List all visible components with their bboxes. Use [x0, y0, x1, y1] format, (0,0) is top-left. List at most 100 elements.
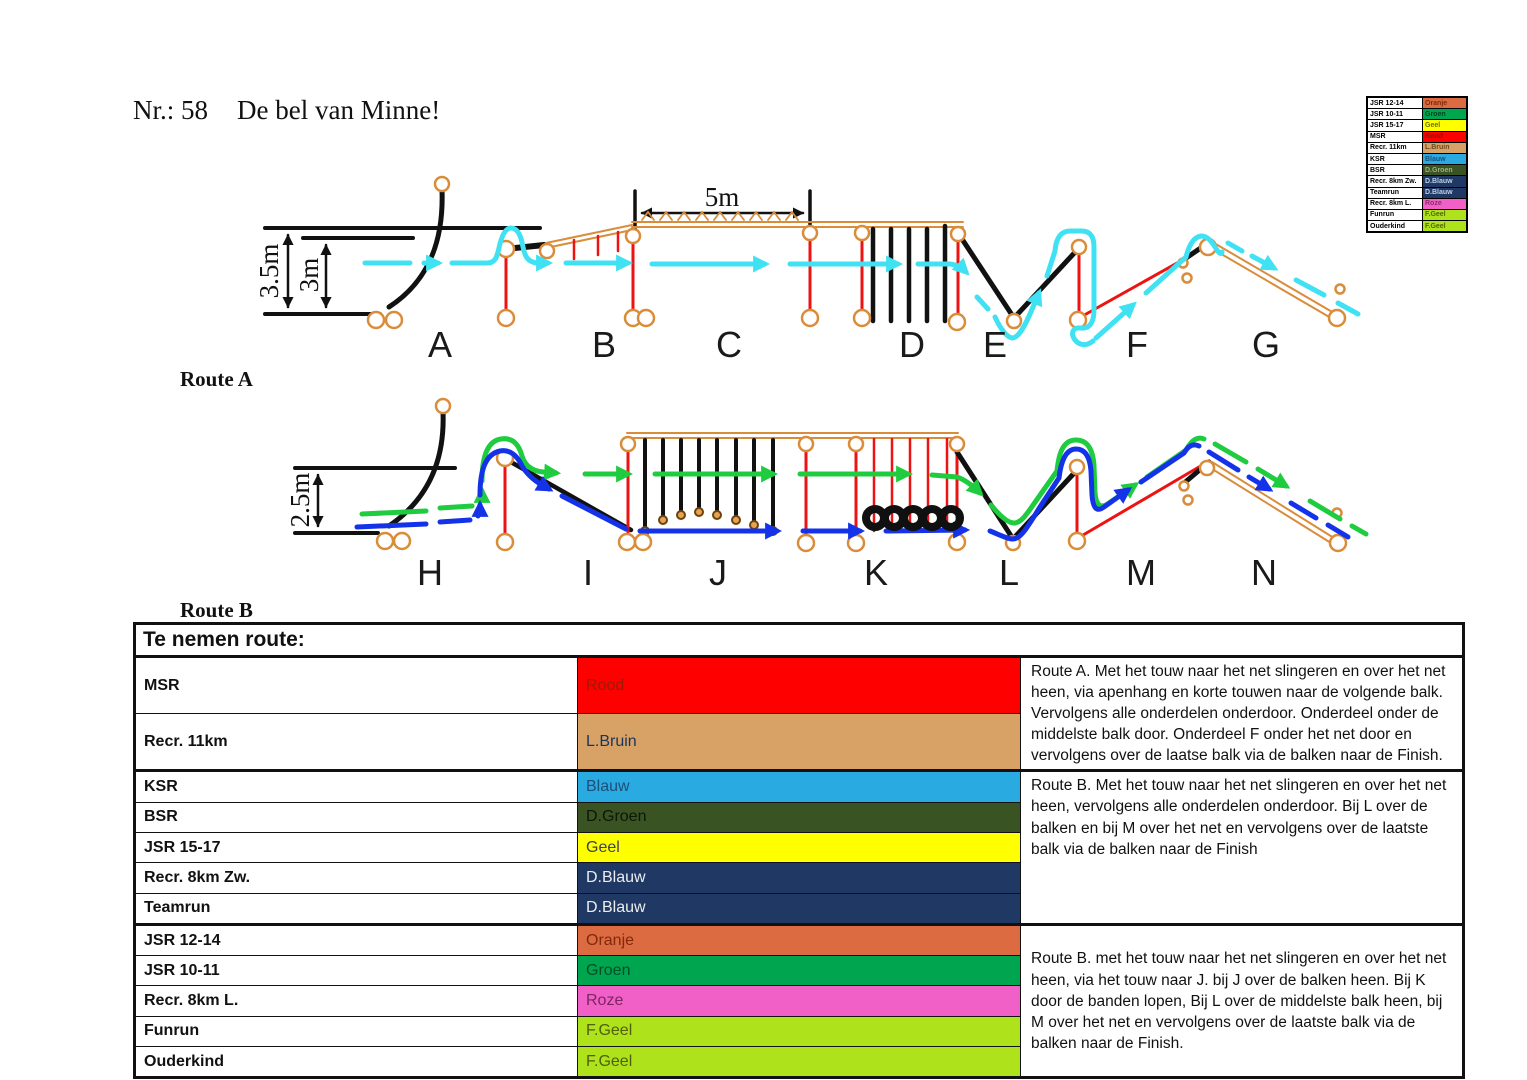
category-cell: Funrun [134, 1015, 578, 1048]
color-cell: D.Blauw [577, 892, 1021, 925]
color-cell: Blauw [577, 769, 1021, 803]
legend-category: Recr. 8km Zw. [1366, 175, 1423, 188]
obstacle-j-hanging-ropes [626, 432, 959, 536]
obstacle-letter-m: M [1126, 552, 1156, 593]
legend-category: JSR 15-17 [1366, 119, 1423, 132]
obstacle-c-net-beam [631, 210, 964, 316]
route-a-cyan-path [362, 225, 1361, 348]
legend-category: JSR 12-14 [1366, 96, 1423, 110]
obstacle-letter-k: K [864, 552, 888, 593]
legend-row: Recr. 8km L. Roze [1366, 197, 1468, 210]
legend-row: Teamrun D.Blauw [1366, 186, 1468, 199]
legend-row: Recr. 8km Zw. D.Blauw [1366, 175, 1468, 188]
route-row: Funrun F.Geel [134, 1015, 1464, 1048]
anchor-circles-top [366, 175, 1347, 332]
obstacle-letter-n: N [1251, 552, 1277, 593]
obstacle-letter-b: B [592, 324, 616, 365]
dimension-5m: 5m [705, 182, 740, 212]
legend-row: JSR 12-14 Oranje [1366, 96, 1468, 110]
route-a-label: Route A [180, 367, 253, 391]
legend-color: Rood [1422, 130, 1468, 143]
color-cell: F.Geel [577, 1046, 1021, 1079]
legend-color: Groen [1422, 108, 1468, 121]
legend-color: D.Groen [1422, 164, 1468, 177]
course-bottom: 2.5m [285, 397, 1369, 593]
route-b-green-path [359, 435, 1369, 537]
legend-category: MSR [1366, 130, 1423, 143]
legend-category: Recr. 11km [1366, 141, 1423, 154]
height-dimension-arrows-top [282, 233, 332, 309]
legend-row: Funrun F.Geel [1366, 208, 1468, 222]
legend-color: F.Geel [1422, 220, 1468, 233]
legend-category: KSR [1366, 152, 1423, 166]
obstacle-letter-d: D [899, 324, 925, 365]
route-row: BSR D.Groen [134, 801, 1464, 833]
color-cell: L.Bruin [577, 713, 1021, 772]
legend-category: Ouderkind [1366, 220, 1423, 233]
route-description: Route B. Met het touw naar het net sling… [1020, 769, 1464, 925]
legend-color: Geel [1422, 119, 1468, 132]
legend-color: L.Bruin [1422, 141, 1468, 154]
obstacle-letter-j: J [709, 552, 727, 593]
category-cell: BSR [134, 801, 578, 833]
legend-category: BSR [1366, 164, 1423, 177]
route-row: Recr. 8km Zw. D.Blauw [134, 862, 1464, 894]
category-cell: JSR 15-17 [134, 831, 578, 864]
legend-row: JSR 15-17 Geel [1366, 119, 1468, 132]
page-number-label: Nr.: 58 [133, 95, 209, 125]
category-cell: Recr. 8km L. [134, 985, 578, 1017]
legend-category: Recr. 8km L. [1366, 197, 1423, 210]
color-cell: Groen [577, 955, 1021, 987]
obstacle-n-beam [1208, 461, 1335, 544]
obstacle-letters-top: A B C D E F G [428, 324, 1280, 365]
route-row: MSR Rood Route A. Met het touw naar het … [134, 654, 1464, 772]
obstacle-letter-a: A [428, 324, 452, 365]
legend-row: Ouderkind F.Geel [1366, 220, 1468, 233]
height-reference-lines-top [263, 226, 542, 316]
height-reference-lines-bottom [293, 466, 457, 535]
obstacle-letter-f: F [1126, 324, 1148, 365]
obstacle-letter-g: G [1252, 324, 1280, 365]
category-cell: MSR [134, 654, 578, 715]
route-description: Route B. met het touw naar het net sling… [1020, 922, 1464, 1079]
dimension-3-5m: 3.5m [254, 244, 284, 299]
obstacle-d-vertical-bars [870, 223, 948, 324]
legend-color: D.Blauw [1422, 186, 1468, 199]
page-title: De bel van Minne! [237, 95, 441, 125]
obstacle-b-short-ropes [503, 224, 633, 313]
dimension-2-5m: 2.5m [285, 473, 315, 528]
obstacle-g-beam [1210, 242, 1335, 319]
category-cell: Recr. 11km [134, 713, 578, 772]
obstacle-letter-i: I [583, 552, 593, 593]
obstacle-letter-c: C [716, 324, 742, 365]
legend-category: JSR 10-11 [1366, 108, 1423, 121]
route-row: KSR Blauw Route B. Met het touw naar het… [134, 769, 1464, 925]
obstacle-letter-e: E [983, 324, 1007, 365]
obstacle-letter-h: H [417, 552, 443, 593]
color-cell: Geel [577, 831, 1021, 864]
legend-category: Teamrun [1366, 186, 1423, 199]
legend-color: Oranje [1422, 96, 1468, 110]
obstacle-k-tires [862, 505, 964, 531]
obstacle-letter-l: L [999, 552, 1019, 593]
category-cell: JSR 12-14 [134, 922, 578, 957]
course-top: 3.5m 3m 5m [254, 175, 1361, 365]
category-cell: Ouderkind [134, 1046, 578, 1079]
color-cell: F.Geel [577, 1015, 1021, 1048]
legend-row: Recr. 11km L.Bruin [1366, 141, 1468, 154]
category-cell: KSR [134, 769, 578, 803]
route-table: Te nemen route: MSR Rood Route A. Met he… [133, 622, 1465, 1080]
category-cell: Recr. 8km Zw. [134, 862, 578, 894]
legend-row: MSR Rood [1366, 130, 1468, 143]
obstacle-e-v-net [959, 236, 1081, 323]
legend-table: JSR 12-14 Oranje JSR 10-11 Groen JSR 15-17… [1366, 96, 1468, 234]
color-cell: Oranje [577, 922, 1021, 957]
dimension-3m: 3m [294, 258, 324, 293]
route-description: Route A. Met het touw naar het net sling… [1020, 654, 1464, 772]
legend-category: Funrun [1366, 208, 1423, 222]
color-cell: Rood [577, 654, 1021, 715]
route-row: Recr. 8km L. Roze [134, 985, 1464, 1017]
route-row: JSR 10-11 Groen [134, 955, 1464, 987]
